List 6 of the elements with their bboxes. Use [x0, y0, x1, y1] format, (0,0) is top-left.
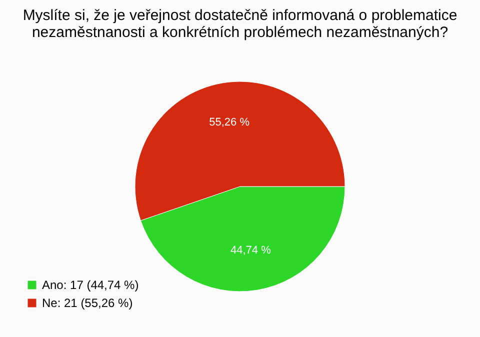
legend-label: Ano: 17 (44,74 %): [42, 278, 139, 292]
data-label: 55,26 %: [209, 116, 250, 128]
legend-label: Ne: 21 (55,26 %): [42, 296, 133, 310]
data-label: 44,74 %: [230, 244, 272, 257]
text: nezaměstnanosti a konkrétních problémech nezaměstnaných?: [32, 24, 448, 41]
text: Myslíte si, že je veřejnost dostatečně informovaná o problematice: [22, 7, 458, 24]
